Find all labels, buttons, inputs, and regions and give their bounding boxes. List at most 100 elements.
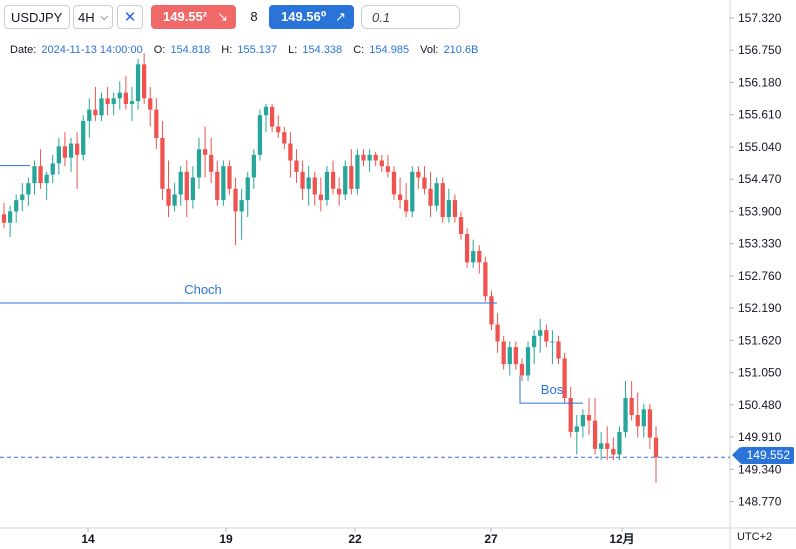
candle-body [568,398,573,432]
candle-body [178,171,183,195]
candle-body [367,154,372,161]
close-button[interactable]: ✕ [117,5,143,29]
candle-body [38,166,43,184]
candle-body [233,188,238,212]
candle-body [99,98,104,116]
candle-body [592,420,598,449]
y-tick-label: 155.610 [738,108,782,122]
candle-body [629,398,634,415]
candle-body [349,166,354,189]
candle-body [580,414,586,427]
close-value: 154.985 [369,44,410,56]
candle-body [422,177,427,189]
y-tick-label: 153.330 [738,237,782,251]
candle-body [251,154,256,178]
candle-body [312,177,317,195]
y-tick-label: 152.190 [738,301,782,315]
candle-body [166,188,171,206]
candle-body [355,154,360,189]
candle-body [56,146,61,164]
candle-body [477,250,482,263]
candle-body [330,171,336,189]
candle-body [20,194,25,201]
candle-body [404,200,409,212]
timezone-label[interactable]: UTC+2 [737,531,773,543]
candle-body [288,143,293,161]
open-label: O: [153,44,166,56]
interval-selector[interactable]: 4H ⌵ [73,5,113,29]
candle-body [446,200,451,218]
ohlc-legend: Date: 2024-11-13 14:00:00 O: 154.818 H: … [10,44,486,56]
y-tick-label: 154.470 [738,172,782,186]
trade-toolbar: USDJPY 4H ⌵ ✕ 149.55² ↘ 8 149.56⁰ ↗ 0.1 [0,0,730,34]
candle-body [74,143,80,155]
candle-body [148,98,153,110]
candle-body [129,101,135,104]
candle-body [501,341,506,365]
y-tick-label: 151.620 [738,333,782,347]
x-tick-label: 12月 [609,532,634,546]
spread-value: 8 [250,9,258,24]
candle-body [434,183,439,206]
candle-body [263,106,269,116]
trend-up-icon: ↗ [335,9,346,24]
lot-size-input[interactable]: 0.1 [361,5,460,29]
low-label: L: [288,44,298,56]
candle-body [556,341,561,359]
sell-button[interactable]: 149.55² ↘ [151,5,236,29]
sell-price: 149.55² [163,9,208,24]
candle-body [519,364,525,376]
y-tick-label: 157.320 [738,11,782,25]
buy-button[interactable]: 149.56⁰ ↗ [269,5,354,29]
candle-body [635,414,640,427]
candle-body [507,347,512,365]
candle-body [440,183,445,218]
candle-body [623,398,628,432]
current-price-label: 149.552 [732,447,794,464]
chevron-down-icon: ⌵ [100,12,108,23]
symbol-selector[interactable]: USDJPY [4,5,70,29]
candle-body [294,160,299,172]
candle-body [14,200,19,212]
interval-label: 4H [78,10,95,25]
candle-body [44,174,49,184]
candle-body [239,200,244,212]
date-value: 2024-11-13 14:00:00 [41,44,143,56]
candle-body [68,143,74,158]
candle-body [599,443,604,449]
candle-body [373,154,378,161]
candle-body [1,214,7,223]
candle-body [550,341,555,343]
buy-price: 149.56⁰ [281,9,327,24]
candle-body [32,166,37,184]
y-tick-label: 150.480 [738,398,782,412]
candle-body [105,98,110,104]
candle-body [379,160,384,167]
y-tick-label: 155.040 [738,140,782,154]
candle-body [337,188,342,195]
high-value: 155.137 [237,44,278,56]
x-tick-label: 19 [219,532,233,546]
candle-body [458,217,464,235]
x-tick-label: 27 [484,532,498,546]
close-label: C: [353,44,365,56]
candle-body [306,177,311,189]
candle-body [282,132,287,144]
low-value: 154.338 [302,44,343,56]
candle-body [647,409,653,438]
candle-body [343,166,348,195]
open-value: 154.818 [170,44,211,56]
y-tick-label: 156.750 [738,43,782,57]
close-icon: ✕ [123,9,137,26]
candle-body [7,211,13,223]
candle-body [361,154,366,161]
x-tick-label: 14 [81,532,95,546]
trend-down-icon: ↘ [217,9,228,24]
candle-body [111,98,116,104]
candle-body [257,115,263,155]
candle-body [81,120,86,155]
candle-body [471,250,476,263]
candle-body [26,183,31,195]
candle-body [87,109,92,121]
